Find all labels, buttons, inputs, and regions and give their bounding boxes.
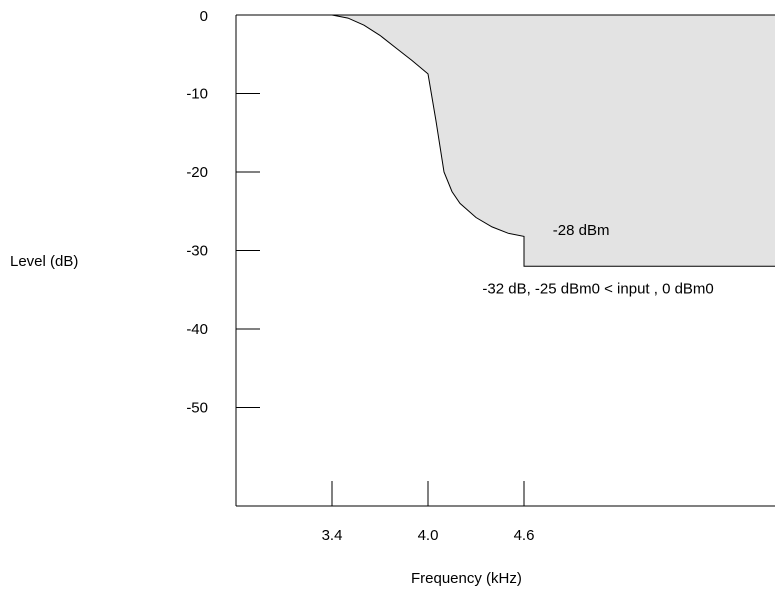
mask-boundary-line [331,14,775,267]
ticks-layer [236,93,525,506]
y-tick-label-40: -40 [186,321,208,338]
mask-area-layer [331,14,775,267]
annotation-2: -32 dB, -25 dBm0 < input , 0 dBm0 [482,281,713,298]
x-tick-label-3.4: 3.4 [322,527,343,544]
y-tick-label-10: -10 [186,86,208,103]
tick-labels-layer: 0 -10 -20 -30 -40 -50 3.4 4.0 4.6 [186,8,534,544]
y-tick-label-20: -20 [186,164,208,181]
y-tick-label-30: -30 [186,243,208,260]
axes-layer [235,14,775,507]
x-tick-label-4.6: 4.6 [514,527,535,544]
y-tick-label-50: -50 [186,400,208,417]
mask-fill-area [332,15,775,267]
y-tick-label-0: 0 [200,8,208,25]
x-axis-label: Frequency (kHz) [411,570,522,587]
x-tick-label-4.0: 4.0 [418,527,439,544]
y-axis-label: Level (dB) [10,253,78,270]
annotations-layer: -28 dBm -32 dB, -25 dBm0 < input , 0 dBm0 [482,222,713,298]
annotation-1: -28 dBm [553,222,610,239]
